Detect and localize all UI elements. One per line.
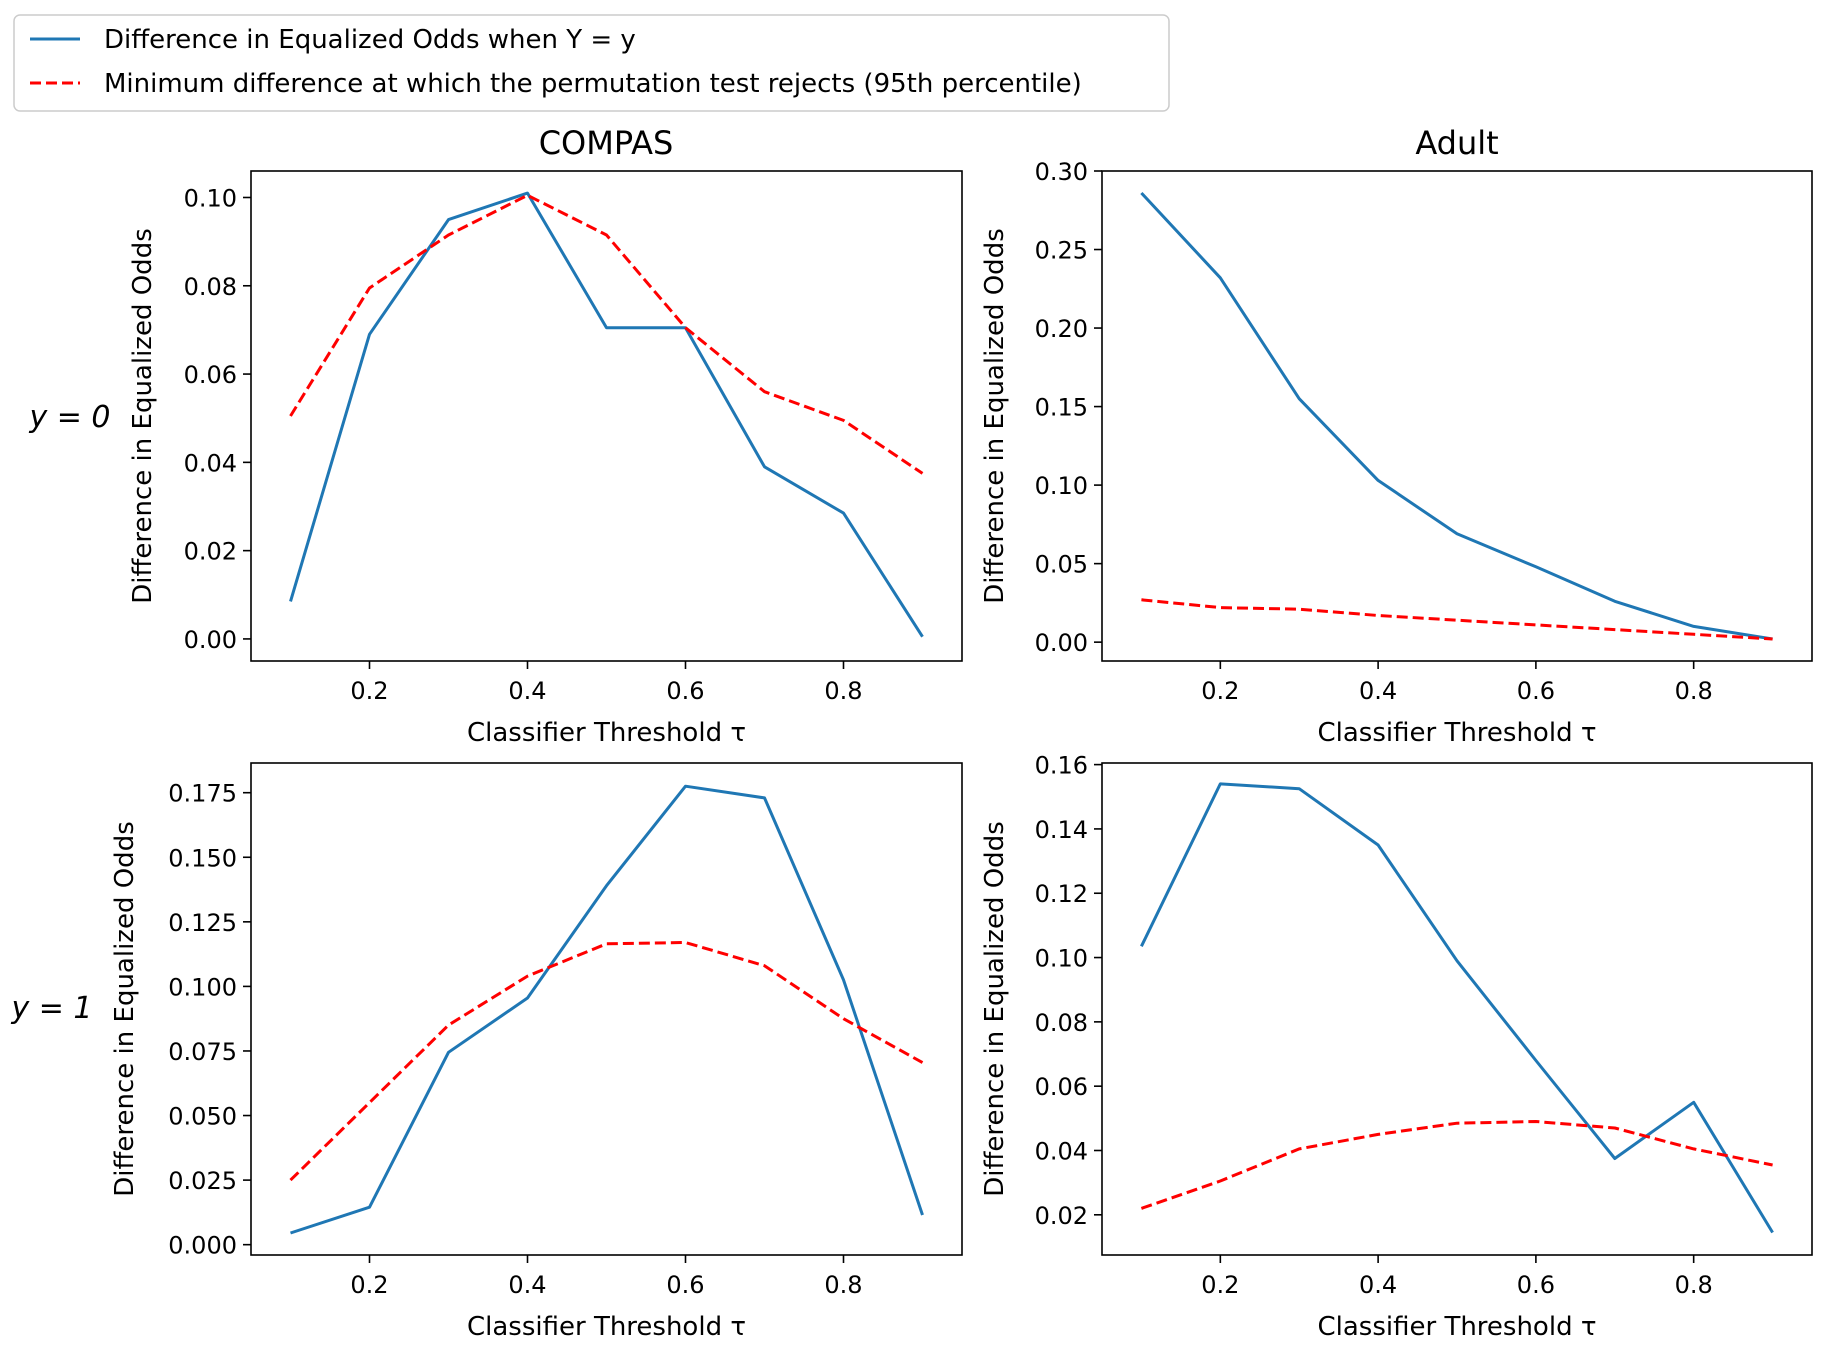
plot-frame xyxy=(1101,762,1813,1256)
y-tick-label: 0.025 xyxy=(168,1167,237,1195)
y-axis-label: Difference in Equalized Odds xyxy=(980,228,1010,604)
y-tick-label: 0.08 xyxy=(184,273,237,301)
y-tick-label: 0.02 xyxy=(184,538,237,566)
column-title-adult: Adult xyxy=(1415,124,1498,162)
y-tick-label: 0.10 xyxy=(184,184,237,212)
column-title-compas: COMPAS xyxy=(539,124,674,162)
y-tick-label: 0.25 xyxy=(1035,237,1088,265)
x-axis-label: Classifier Threshold τ xyxy=(1317,1312,1596,1342)
y-tick-label: 0.06 xyxy=(184,361,237,389)
x-tick-label: 0.6 xyxy=(666,1271,704,1299)
y-tick-label: 0.05 xyxy=(1035,551,1088,579)
x-tick-label: 0.2 xyxy=(1201,1271,1239,1299)
y-tick-label: 0.150 xyxy=(168,844,237,872)
plot-frame xyxy=(250,762,963,1256)
panel-compas-y0: 0.2 0.4 0.6 0.8 0.00 0.02 0.04 0.06 0.08 0.10 Clas… xyxy=(128,170,963,748)
y-axis-label: Difference in Equalized Odds xyxy=(110,821,140,1197)
y-tick-label: 0.075 xyxy=(168,1038,237,1066)
threshold-line-2 xyxy=(289,941,924,1182)
x-axis-label: Classifier Threshold τ xyxy=(1317,718,1596,748)
x-tick-label: 0.4 xyxy=(1359,1271,1397,1299)
x-axis-label: Classifier Threshold τ xyxy=(467,1312,746,1342)
y-axis-label: Difference in Equalized Odds xyxy=(128,228,158,604)
plot-frame xyxy=(1101,170,1813,662)
y-tick-label: 0.00 xyxy=(1035,629,1088,657)
y-tick-label: 0.15 xyxy=(1035,394,1088,422)
x-tick-label: 0.4 xyxy=(1359,677,1397,705)
row-label-y1: y = 1 xyxy=(10,991,92,1026)
y-tick-label: 0.050 xyxy=(168,1103,237,1131)
plot-frame xyxy=(250,170,963,662)
y-tick-label: 0.125 xyxy=(168,909,237,937)
y-tick-label: 0.02 xyxy=(1035,1202,1088,1230)
y-tick-label: 0.000 xyxy=(168,1232,237,1260)
y-tick-label: 0.04 xyxy=(1035,1137,1088,1165)
x-tick-label: 0.6 xyxy=(1517,1271,1555,1299)
y-tick-label: 0.175 xyxy=(168,780,237,808)
threshold-line-0 xyxy=(289,193,924,475)
legend-frame xyxy=(13,14,1170,112)
y-tick-label: 0.06 xyxy=(1035,1073,1088,1101)
legend-label-difference: Difference in Equalized Odds when Y = y xyxy=(104,25,636,55)
x-axis-label: Classifier Threshold τ xyxy=(467,718,746,748)
y-tick-label: 0.16 xyxy=(1035,752,1088,780)
x-tick-label: 0.2 xyxy=(350,1271,388,1299)
y-tick-label: 0.100 xyxy=(168,973,237,1001)
x-tick-label: 0.4 xyxy=(508,1271,546,1299)
y-tick-label: 0.12 xyxy=(1035,880,1088,908)
y-axis-label: Difference in Equalized Odds xyxy=(980,821,1010,1197)
y-tick-label: 0.08 xyxy=(1035,1009,1088,1037)
x-tick-label: 0.2 xyxy=(1201,677,1239,705)
panel-adult-y1: 0.2 0.4 0.6 0.8 0.02 0.04 0.06 0.08 0.10 0.12 0.14… xyxy=(980,752,1813,1342)
x-tick-label: 0.8 xyxy=(1675,1271,1713,1299)
y-tick-label: 0.10 xyxy=(1035,472,1088,500)
y-tick-label: 0.30 xyxy=(1035,158,1088,186)
x-tick-label: 0.8 xyxy=(824,677,862,705)
difference-line-0 xyxy=(289,191,924,638)
y-tick-label: 0.14 xyxy=(1035,816,1088,844)
y-tick-label: 0.10 xyxy=(1035,945,1088,973)
panel-compas-y1: 0.2 0.4 0.6 0.8 0.000 0.025 0.050 0.075 0.100 0.1… xyxy=(110,762,963,1342)
threshold-line-1 xyxy=(1141,598,1773,641)
x-tick-label: 0.8 xyxy=(1675,677,1713,705)
difference-line-1 xyxy=(1140,191,1773,641)
x-tick-label: 0.2 xyxy=(350,677,388,705)
legend-label-threshold: Minimum difference at which the permutat… xyxy=(104,69,1082,99)
x-tick-label: 0.4 xyxy=(508,677,546,705)
y-tick-label: 0.20 xyxy=(1035,315,1088,343)
x-tick-label: 0.6 xyxy=(666,677,704,705)
x-tick-label: 0.8 xyxy=(824,1271,862,1299)
x-tick-label: 0.6 xyxy=(1517,677,1555,705)
panel-adult-y0: 0.2 0.4 0.6 0.8 0.00 0.05 0.10 0.15 0.20 0.25 0.30… xyxy=(980,158,1813,748)
row-label-y0: y = 0 xyxy=(28,400,110,435)
difference-line-2 xyxy=(290,784,924,1235)
threshold-line-3 xyxy=(1140,1120,1773,1210)
legend: Difference in Equalized Odds when Y = y … xyxy=(13,14,1170,112)
difference-line-3 xyxy=(1140,782,1774,1234)
y-tick-label: 0.00 xyxy=(184,626,237,654)
y-tick-label: 0.04 xyxy=(184,449,237,477)
